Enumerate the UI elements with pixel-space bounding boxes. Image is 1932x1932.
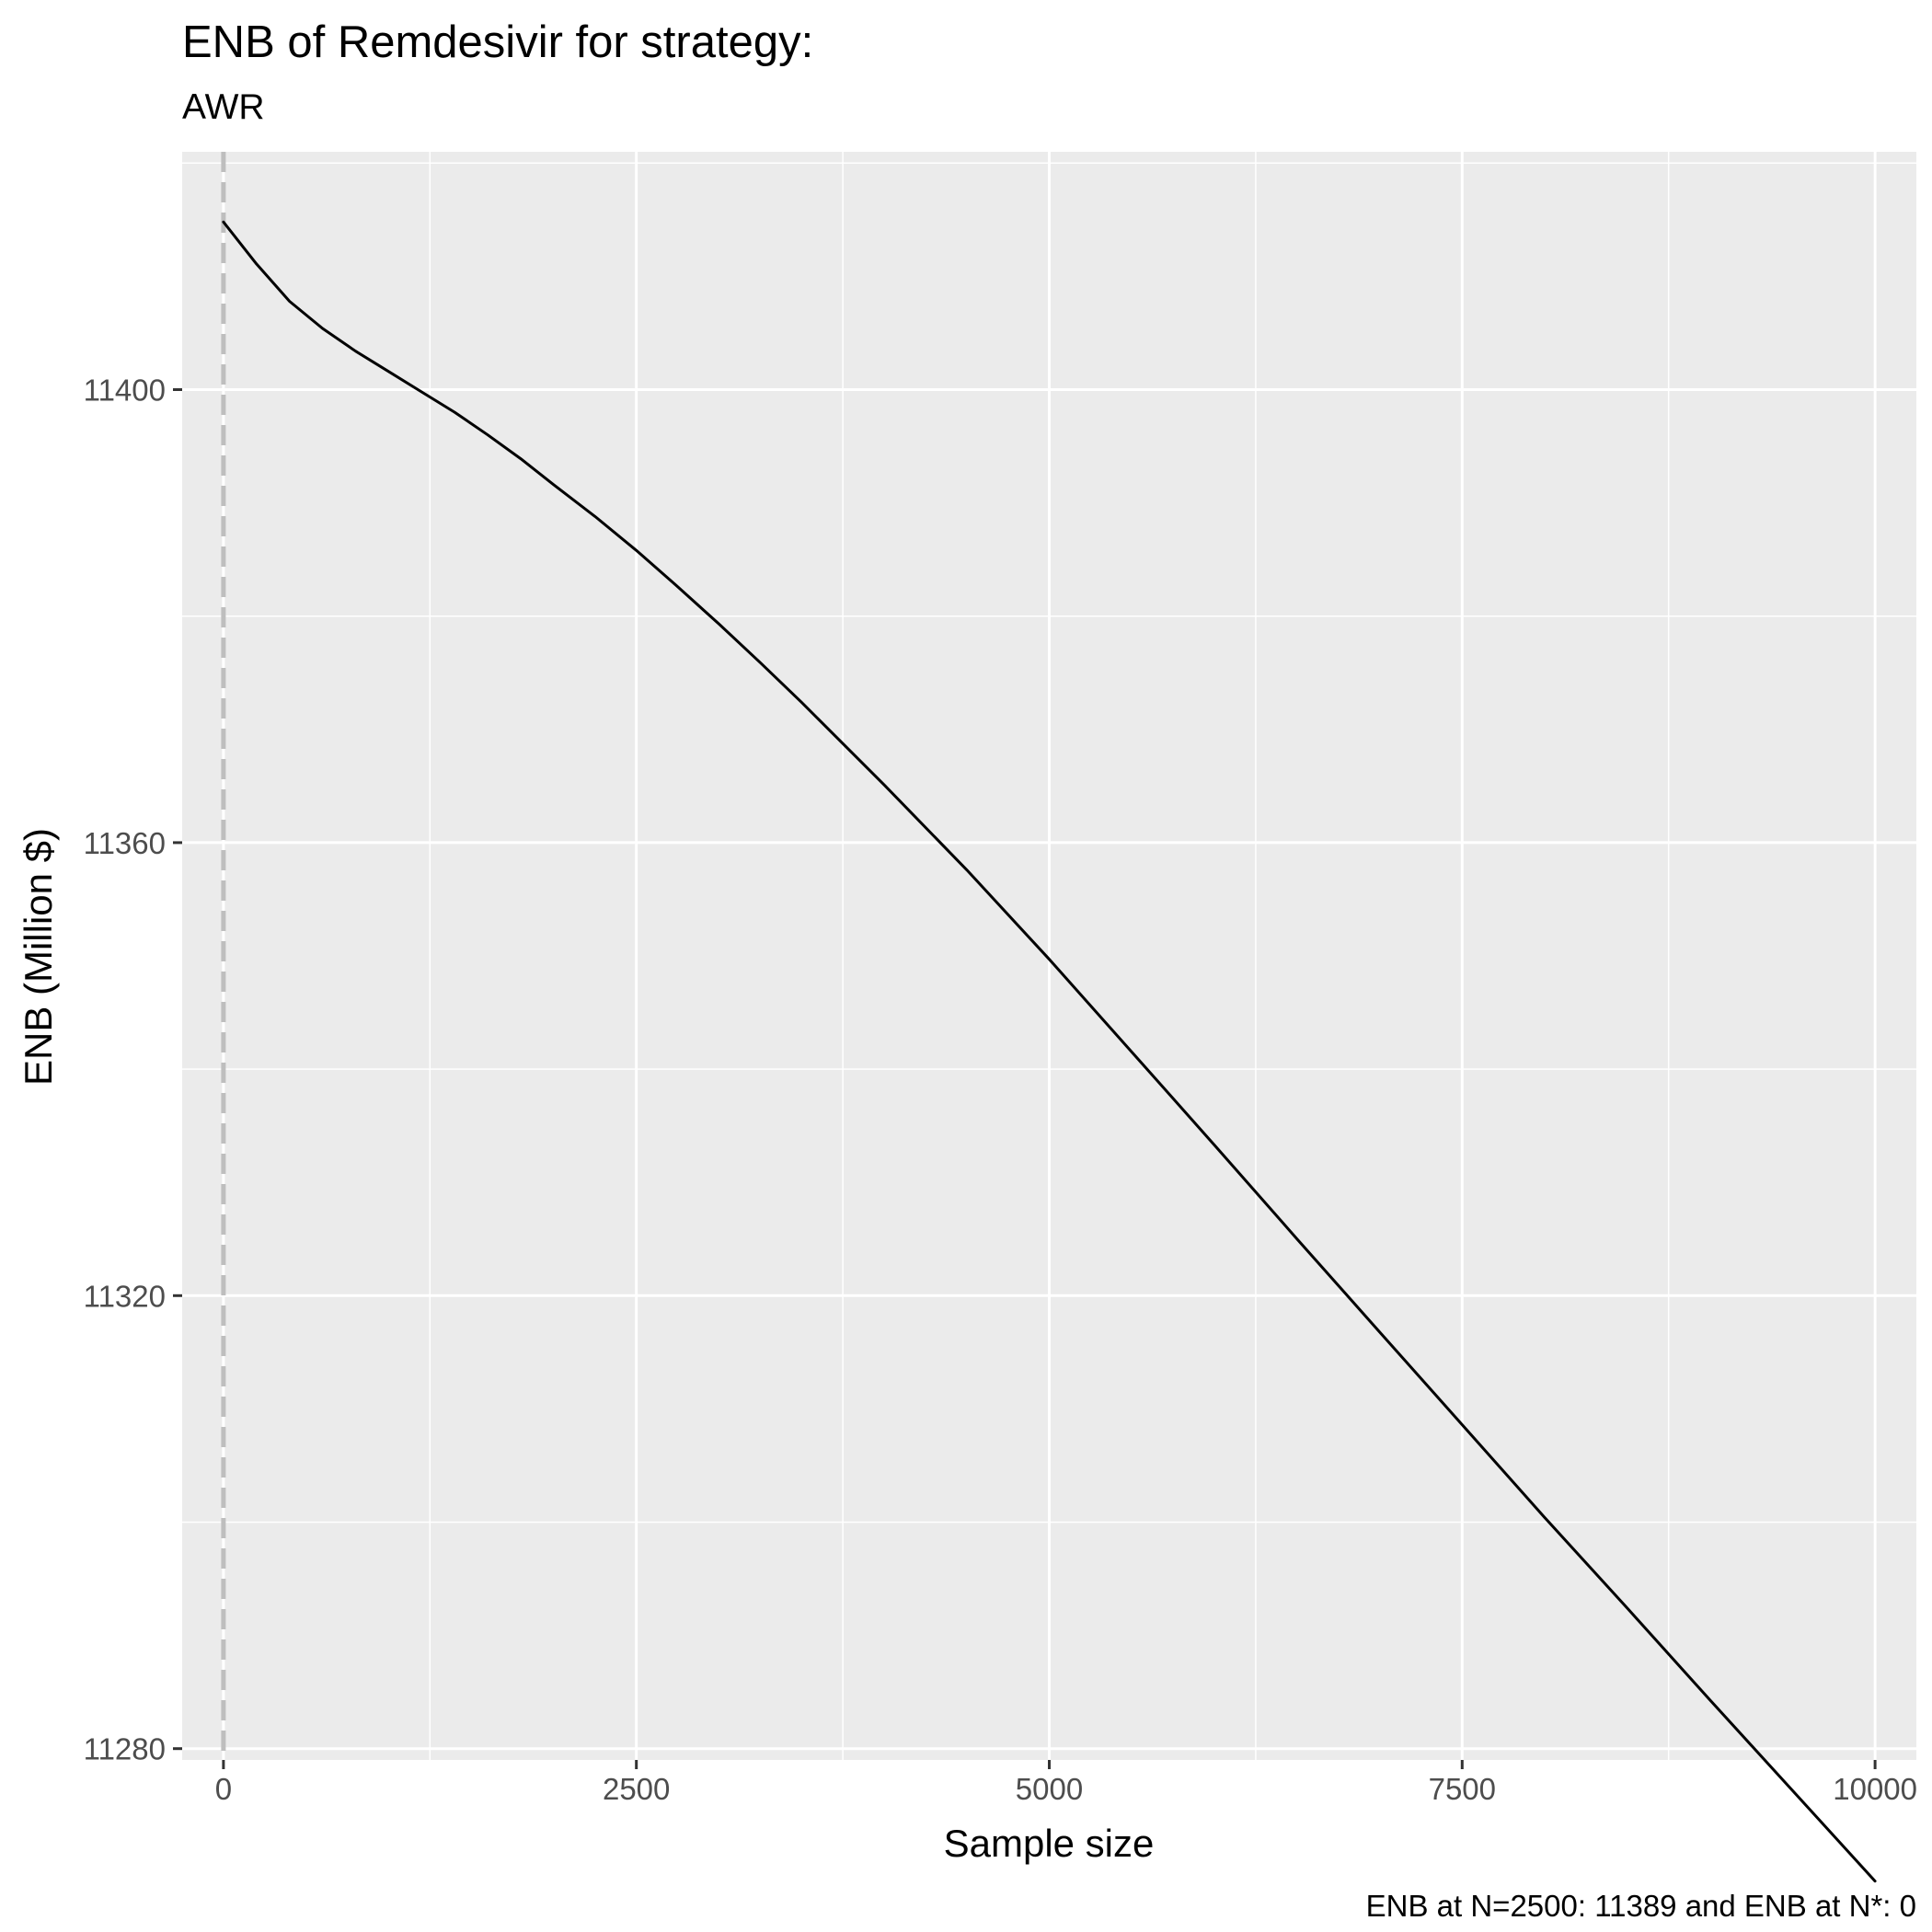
x-tick-label: 10000 (1833, 1772, 1917, 1806)
y-tick-label: 11360 (84, 826, 166, 860)
series-layer (222, 220, 1877, 1883)
major-gridlines (182, 152, 1916, 1760)
x-axis-title: Sample size (944, 1822, 1155, 1865)
chart-caption: ENB at N=2500: 11389 and ENB at N*: 0 (1366, 1889, 1916, 1923)
chart-subtitle: AWR (182, 87, 265, 127)
x-tick-label: 7500 (1429, 1772, 1496, 1806)
y-axis: 11280 11320 11360 11400 (84, 374, 182, 1766)
y-tick-label: 11400 (84, 374, 166, 408)
x-tick-label: 5000 (1016, 1772, 1083, 1806)
x-tick-label: 2500 (603, 1772, 670, 1806)
chart-title: ENB of Remdesivir for strategy: (182, 17, 813, 67)
y-tick-label: 11320 (84, 1279, 166, 1313)
x-tick-label: 0 (215, 1772, 232, 1806)
y-axis-title: ENB (Million $) (17, 828, 60, 1086)
series-line-0 (222, 220, 1877, 1883)
x-axis: 0 2500 5000 7500 10000 (215, 1760, 1917, 1806)
y-tick-label: 11280 (84, 1732, 166, 1766)
